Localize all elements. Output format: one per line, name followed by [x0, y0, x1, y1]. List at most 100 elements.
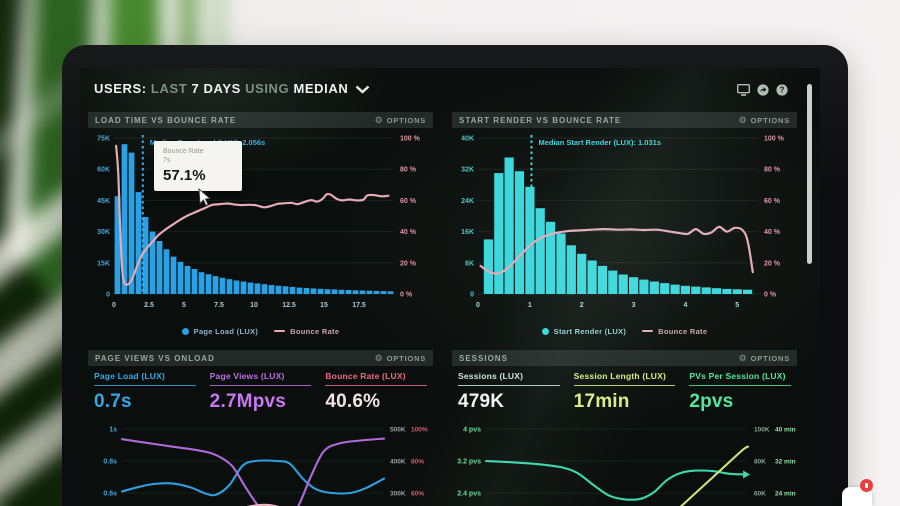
legend-item[interactable]: Bounce Rate: [642, 327, 707, 336]
svg-text:0.6s: 0.6s: [103, 491, 117, 498]
panel-title: PAGE VIEWS VS ONLOAD: [95, 353, 215, 363]
metric: Bounce Rate (LUX) 40.6%: [325, 371, 428, 417]
metric: Session Length (LUX) 17min: [573, 371, 676, 417]
metrics-row: Page Load (LUX) 0.7s Page Views (LUX) 2.…: [88, 366, 433, 417]
svg-text:100 %: 100 %: [400, 136, 421, 143]
title-segment: 7 DAYS: [187, 81, 241, 96]
svg-text:40 %: 40 %: [764, 229, 781, 236]
svg-text:60K: 60K: [754, 491, 766, 498]
svg-text:60 %: 60 %: [400, 198, 417, 205]
options-button[interactable]: ⚙ OPTIONS: [739, 353, 790, 363]
svg-text:17.5: 17.5: [352, 302, 366, 309]
svg-text:40 %: 40 %: [400, 229, 417, 236]
svg-text:75K: 75K: [97, 136, 110, 143]
chart-page-views-onload[interactable]: 1s 500K 100% 0.8s 400K 80% 0.6s 300K 60%: [88, 417, 432, 506]
svg-text:2.5: 2.5: [144, 302, 154, 309]
metric-underline: [573, 385, 676, 386]
panel-load-time: LOAD TIME VS BOUNCE RATE ⚙ OPTIONS 0 0 % 1…: [88, 112, 433, 338]
svg-text:500K: 500K: [390, 427, 406, 434]
panel-page-views: PAGE VIEWS VS ONLOAD ⚙ OPTIONS Page Load…: [88, 350, 433, 506]
svg-text:10: 10: [250, 302, 258, 309]
page-title: USERS: LAST 7 DAYS USING MEDIAN: [94, 81, 370, 96]
svg-text:40 min: 40 min: [775, 427, 796, 434]
svg-text:60%: 60%: [411, 491, 424, 498]
options-label: OPTIONS: [750, 353, 790, 363]
topbar: USERS: LAST 7 DAYS USING MEDIAN ?: [80, 68, 820, 112]
options-button[interactable]: ⚙ OPTIONS: [375, 115, 426, 125]
panel-title: SESSIONS: [459, 353, 508, 363]
metric: PVs Per Session (LUX) 2pvs: [689, 371, 792, 417]
panel-header: LOAD TIME VS BOUNCE RATE ⚙ OPTIONS: [88, 112, 433, 128]
legend-item[interactable]: Page Load (LUX): [181, 327, 259, 336]
legend-item[interactable]: Start Render (LUX): [541, 326, 627, 336]
chart-load-time[interactable]: 0 0 % 15K 20 % 30K 40 % 45K 60 % 60K 80 % 75K 100 %…: [88, 128, 432, 324]
cursor-icon: [198, 188, 212, 206]
metric-value: 2.7Mpvs: [209, 391, 287, 412]
svg-text:0.8s: 0.8s: [103, 459, 117, 466]
metric: Page Views (LUX) 2.7Mpvs: [209, 371, 312, 417]
legend-swatch: [541, 327, 549, 335]
svg-text:100K: 100K: [754, 427, 770, 434]
svg-text:100 %: 100 %: [764, 136, 785, 143]
gear-icon: ⚙: [738, 114, 747, 125]
panel-title: START RENDER VS BOUNCE RATE: [459, 115, 622, 125]
panel-sessions: SESSIONS ⚙ OPTIONS Sessions (LUX) 479K S…: [452, 350, 797, 506]
chart-sessions[interactable]: 4 pvs 100K 40 min 3.2 pvs 80K 32 min 2.4 pvs 60…: [452, 417, 796, 506]
options-label: OPTIONS: [386, 115, 426, 125]
svg-text:60K: 60K: [97, 167, 110, 174]
metric-value: 40.6%: [325, 391, 381, 412]
svg-text:4: 4: [683, 302, 687, 309]
svg-text:0 %: 0 %: [764, 292, 777, 299]
legend-item[interactable]: Bounce Rate: [274, 327, 339, 336]
svg-text:40K: 40K: [461, 136, 474, 143]
legend-swatch: [274, 329, 286, 333]
legend: Start Render (LUX) Bounce Rate: [452, 324, 797, 338]
metrics-row: Sessions (LUX) 479K Session Length (LUX)…: [452, 366, 797, 417]
svg-text:15K: 15K: [97, 260, 110, 267]
options-label: OPTIONS: [750, 115, 790, 125]
metric-label: Session Length (LUX): [573, 371, 666, 381]
svg-text:0: 0: [112, 302, 116, 309]
scrollbar[interactable]: [807, 84, 812, 264]
legend-label: Bounce Rate: [658, 326, 708, 336]
svg-text:80%: 80%: [411, 459, 424, 466]
chart-start-render[interactable]: 0 0 % 8K 20 % 16K 40 % 24K 60 % 32K 80 % 40K 100 % 0…: [452, 128, 796, 324]
metric-underline: [325, 385, 428, 386]
svg-text:3: 3: [632, 302, 636, 309]
svg-text:300K: 300K: [390, 491, 406, 498]
share-icon[interactable]: [757, 84, 769, 96]
options-button[interactable]: ⚙ OPTIONS: [375, 353, 426, 363]
svg-text:0: 0: [470, 292, 474, 299]
legend: Page Load (LUX) Bounce Rate: [88, 324, 433, 338]
svg-text:80 %: 80 %: [400, 167, 417, 174]
svg-text:24K: 24K: [461, 198, 474, 205]
display-icon[interactable]: [737, 84, 750, 96]
title-segment: USERS:: [94, 81, 147, 96]
options-label: OPTIONS: [386, 353, 426, 363]
options-button[interactable]: ⚙ OPTIONS: [738, 114, 790, 125]
svg-text:100%: 100%: [411, 427, 428, 434]
svg-text:1s: 1s: [109, 427, 117, 434]
svg-text:32 min: 32 min: [775, 459, 796, 466]
svg-text:16K: 16K: [461, 229, 474, 236]
svg-text:60 %: 60 %: [764, 198, 781, 205]
metric-value: 0.7s: [94, 391, 132, 412]
metric-value: 479K: [458, 391, 505, 412]
metric-underline: [209, 385, 312, 386]
svg-text:0: 0: [106, 292, 110, 299]
svg-text:Median Start Render (LUX): 1.0: Median Start Render (LUX): 1.031s: [538, 138, 661, 147]
panel-header: START RENDER VS BOUNCE RATE ⚙ OPTIONS: [452, 112, 797, 128]
legend-label: Start Render (LUX): [553, 326, 627, 336]
tooltip: Bounce Rate 7s 57.1%: [154, 141, 242, 191]
panel-header: PAGE VIEWS VS ONLOAD ⚙ OPTIONS: [88, 350, 433, 366]
chevron-down-icon[interactable]: [355, 85, 370, 94]
svg-text:20 %: 20 %: [400, 260, 417, 267]
svg-text:2.4 pvs: 2.4 pvs: [457, 491, 481, 498]
svg-text:8K: 8K: [465, 260, 474, 267]
metric: Page Load (LUX) 0.7s: [94, 371, 196, 417]
svg-text:0 %: 0 %: [400, 292, 413, 299]
help-icon[interactable]: ?: [776, 84, 788, 96]
svg-text:45K: 45K: [97, 198, 110, 205]
svg-text:24 min: 24 min: [775, 491, 796, 498]
